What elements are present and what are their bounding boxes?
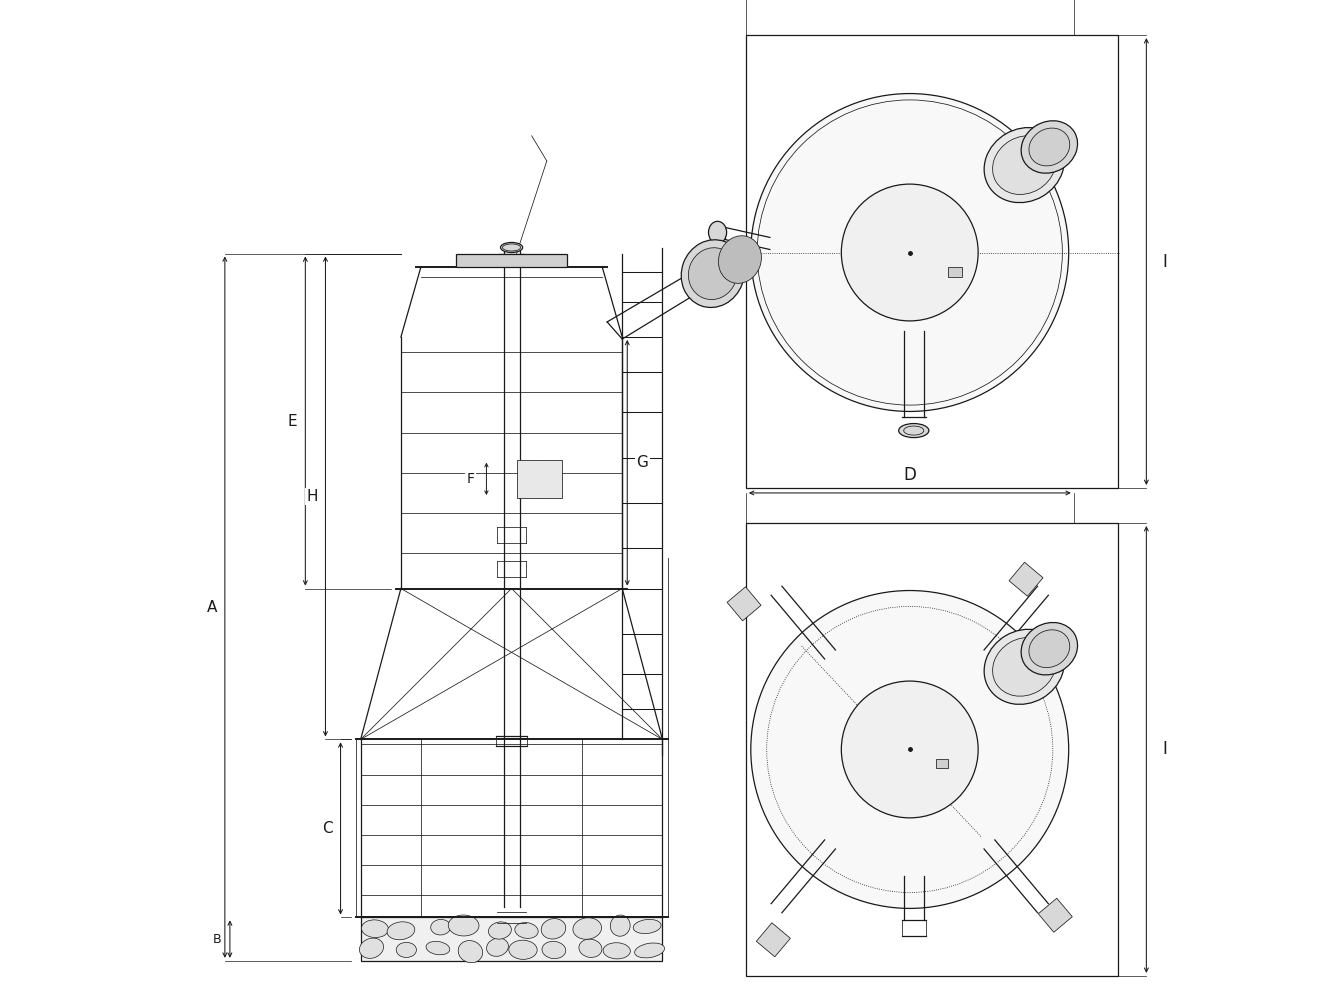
Ellipse shape: [501, 242, 522, 253]
Ellipse shape: [634, 943, 665, 958]
Ellipse shape: [984, 128, 1064, 202]
Bar: [936, 759, 948, 768]
Circle shape: [841, 681, 979, 818]
Ellipse shape: [681, 239, 745, 308]
Ellipse shape: [1021, 623, 1077, 675]
Ellipse shape: [359, 938, 383, 959]
Bar: [757, 923, 790, 957]
Ellipse shape: [362, 919, 388, 938]
Ellipse shape: [898, 424, 929, 438]
Bar: [746, 523, 1119, 976]
Ellipse shape: [718, 235, 761, 284]
Bar: [746, 35, 1119, 488]
Ellipse shape: [633, 919, 661, 934]
Ellipse shape: [579, 940, 602, 958]
Ellipse shape: [396, 943, 417, 958]
Text: F: F: [466, 472, 474, 486]
Ellipse shape: [486, 938, 509, 957]
Ellipse shape: [1021, 121, 1077, 173]
Ellipse shape: [541, 918, 566, 939]
Ellipse shape: [603, 943, 630, 959]
Circle shape: [750, 94, 1069, 411]
Ellipse shape: [610, 915, 630, 937]
Text: D: D: [904, 466, 916, 484]
Text: E: E: [287, 413, 298, 429]
Bar: [1039, 898, 1072, 933]
Ellipse shape: [489, 921, 511, 940]
Ellipse shape: [515, 923, 538, 939]
Circle shape: [750, 591, 1069, 908]
Bar: [948, 267, 963, 277]
Circle shape: [841, 184, 979, 321]
Bar: [1009, 562, 1043, 597]
Ellipse shape: [984, 630, 1064, 704]
Text: A: A: [207, 600, 218, 615]
Ellipse shape: [431, 919, 451, 935]
Text: H: H: [307, 489, 318, 504]
Text: I: I: [1161, 740, 1167, 759]
Ellipse shape: [709, 221, 726, 243]
Text: C: C: [322, 821, 332, 836]
Ellipse shape: [458, 941, 483, 963]
Text: B: B: [212, 933, 222, 946]
Bar: [457, 254, 567, 267]
Ellipse shape: [542, 942, 566, 959]
Ellipse shape: [992, 136, 1056, 194]
Text: G: G: [637, 456, 649, 470]
Text: I: I: [1161, 253, 1167, 271]
Ellipse shape: [449, 915, 479, 936]
Ellipse shape: [1029, 128, 1069, 166]
Ellipse shape: [1029, 630, 1069, 668]
Ellipse shape: [387, 921, 415, 940]
Ellipse shape: [509, 941, 537, 960]
Bar: [517, 460, 562, 498]
Ellipse shape: [573, 917, 602, 940]
Bar: [360, 917, 662, 961]
Ellipse shape: [689, 247, 737, 300]
Ellipse shape: [426, 942, 450, 955]
Bar: [728, 586, 761, 621]
Ellipse shape: [992, 638, 1056, 696]
